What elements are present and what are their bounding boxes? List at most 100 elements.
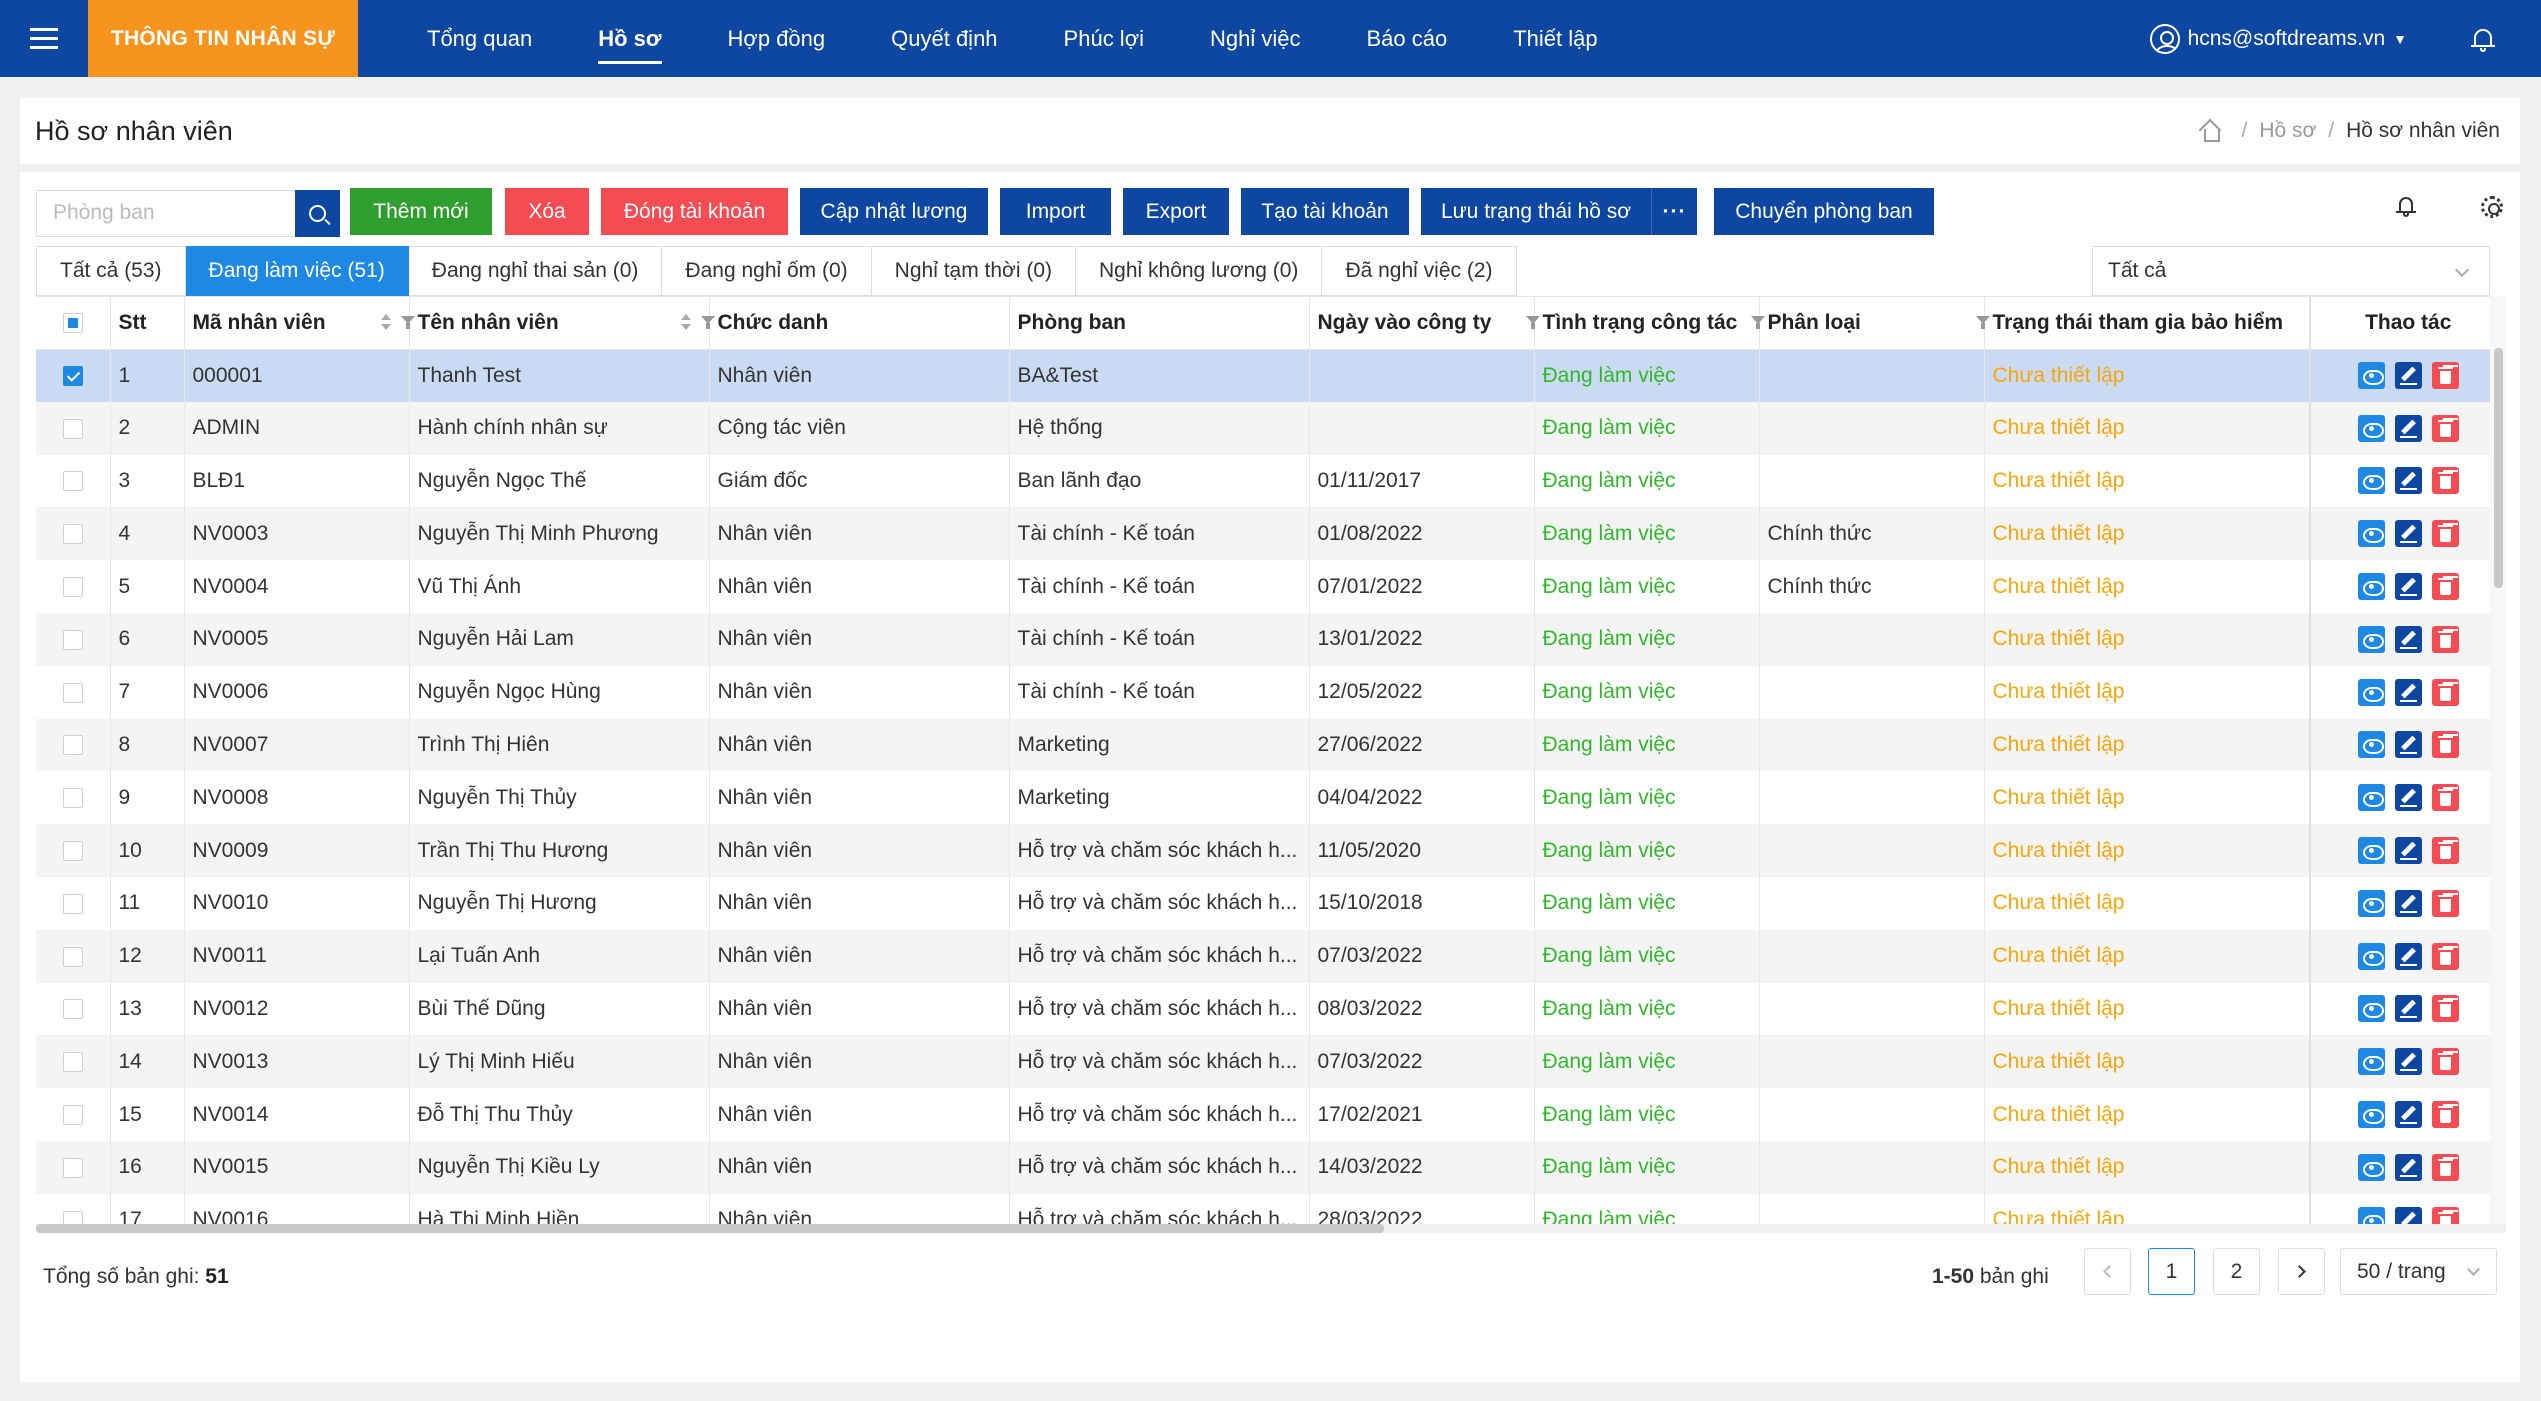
breadcrumb-profiles[interactable]: Hồ sơ <box>2259 119 2317 142</box>
edit-icon[interactable] <box>2394 1153 2422 1181</box>
sort-icon[interactable] <box>680 314 691 332</box>
nav-settings[interactable]: Thiết lập <box>1513 25 1598 51</box>
view-icon[interactable] <box>2357 731 2385 759</box>
bell-icon[interactable] <box>2471 26 2495 52</box>
prev-page-button[interactable] <box>2084 1248 2131 1295</box>
sort-icon[interactable] <box>380 314 391 332</box>
edit-icon[interactable] <box>2394 678 2422 706</box>
vertical-scroll-thumb[interactable] <box>2494 348 2503 588</box>
nav-overview[interactable]: Tổng quan <box>427 25 533 51</box>
select-all-checkbox[interactable] <box>62 313 83 334</box>
change-department-button[interactable]: Chuyển phòng ban <box>1714 188 1934 235</box>
view-icon[interactable] <box>2357 784 2385 812</box>
trash-icon[interactable] <box>2431 678 2459 706</box>
trash-icon[interactable] <box>2431 731 2459 759</box>
table-row[interactable]: 15 NV0014 Đỗ Thị Thu Thủy Nhân viên Hỗ trợ v… <box>36 1088 2506 1141</box>
filter-icon[interactable] <box>1750 316 1765 330</box>
view-icon[interactable] <box>2357 1101 2385 1129</box>
next-page-button[interactable] <box>2278 1248 2325 1295</box>
nav-decisions[interactable]: Quyết định <box>891 25 998 51</box>
tab-all[interactable]: Tất cả (53) <box>36 246 186 296</box>
table-row[interactable]: 1 000001 Thanh Test Nhân viên BA&Test Đang là… <box>36 349 2506 402</box>
tab-resigned[interactable]: Đã nghỉ việc (2) <box>1322 246 1517 296</box>
table-row[interactable]: 4 NV0003 Nguyễn Thị Minh Phương Nhân viên Tà… <box>36 507 2506 561</box>
close-account-button[interactable]: Đóng tài khoản <box>601 188 788 235</box>
status-filter-select[interactable]: Tất cả <box>2092 246 2490 296</box>
trash-icon[interactable] <box>2431 625 2459 653</box>
table-row[interactable]: 3 BLĐ1 Nguyễn Ngọc Thế Giám đốc Ban lãnh đạo… <box>36 454 2506 508</box>
row-checkbox[interactable] <box>62 788 83 809</box>
edit-icon[interactable] <box>2394 837 2422 865</box>
table-row[interactable]: 7 NV0006 Nguyễn Ngọc Hùng Nhân viên Tài chín… <box>36 665 2506 719</box>
tab-temporary-leave[interactable]: Nghỉ tạm thời (0) <box>871 246 1076 296</box>
tab-unpaid-leave[interactable]: Nghỉ không lương (0) <box>1076 246 1323 296</box>
col-employee-code[interactable]: Mã nhân viên <box>184 297 415 350</box>
view-icon[interactable] <box>2357 467 2385 495</box>
edit-icon[interactable] <box>2394 625 2422 653</box>
row-checkbox[interactable] <box>62 893 83 914</box>
col-join-date[interactable]: Ngày vào công ty <box>1309 297 1540 350</box>
view-icon[interactable] <box>2357 362 2385 390</box>
horizontal-scrollbar[interactable] <box>36 1224 2506 1233</box>
edit-icon[interactable] <box>2394 1101 2422 1129</box>
table-row[interactable]: 10 NV0009 Trần Thị Thu Hương Nhân viên Hỗ tr… <box>36 824 2506 877</box>
view-icon[interactable] <box>2357 942 2385 970</box>
view-icon[interactable] <box>2357 414 2385 442</box>
edit-icon[interactable] <box>2394 467 2422 495</box>
edit-icon[interactable] <box>2394 1048 2422 1076</box>
nav-contracts[interactable]: Hợp đồng <box>727 25 826 51</box>
page-size-select[interactable]: 50 / trang <box>2340 1248 2497 1295</box>
trash-icon[interactable] <box>2431 942 2459 970</box>
trash-icon[interactable] <box>2431 995 2459 1023</box>
edit-icon[interactable] <box>2394 942 2422 970</box>
col-category[interactable]: Phân loại <box>1759 297 1990 350</box>
trash-icon[interactable] <box>2431 520 2459 548</box>
view-icon[interactable] <box>2357 1048 2385 1076</box>
trash-icon[interactable] <box>2431 467 2459 495</box>
row-checkbox[interactable] <box>62 682 83 703</box>
search-button[interactable] <box>295 189 340 237</box>
view-icon[interactable] <box>2357 625 2385 653</box>
menu-icon[interactable] <box>0 0 88 77</box>
trash-icon[interactable] <box>2431 1153 2459 1181</box>
row-checkbox[interactable] <box>62 1157 83 1178</box>
view-icon[interactable] <box>2357 1153 2385 1181</box>
add-button[interactable]: Thêm mới <box>350 188 492 235</box>
table-row[interactable]: 5 NV0004 Vũ Thị Ánh Nhân viên Tài chính - Kế… <box>36 560 2506 613</box>
trash-icon[interactable] <box>2431 1048 2459 1076</box>
edit-icon[interactable] <box>2394 889 2422 917</box>
trash-icon[interactable] <box>2431 837 2459 865</box>
tab-working[interactable]: Đang làm việc (51) <box>185 246 409 296</box>
view-icon[interactable] <box>2357 837 2385 865</box>
trash-icon[interactable] <box>2431 573 2459 601</box>
create-account-button[interactable]: Tạo tài khoản <box>1241 188 1409 235</box>
filter-icon[interactable] <box>700 316 715 330</box>
table-row[interactable]: 11 NV0010 Nguyễn Thị Hương Nhân viên Hỗ trợ … <box>36 876 2506 930</box>
row-checkbox[interactable] <box>62 577 83 598</box>
table-row[interactable]: 16 NV0015 Nguyễn Thị Kiều Ly Nhân viên Hỗ tr… <box>36 1140 2506 1194</box>
horizontal-scroll-thumb[interactable] <box>36 1224 1384 1233</box>
trash-icon[interactable] <box>2431 362 2459 390</box>
row-checkbox[interactable] <box>62 735 83 756</box>
table-row[interactable]: 14 NV0013 Lý Thị Minh Hiếu Nhân viên Hỗ trợ … <box>36 1035 2506 1089</box>
filter-icon[interactable] <box>1525 316 1540 330</box>
row-checkbox[interactable] <box>62 366 83 387</box>
import-button[interactable]: Import <box>1000 188 1111 235</box>
edit-icon[interactable] <box>2394 784 2422 812</box>
home-icon[interactable] <box>2199 121 2221 142</box>
view-icon[interactable] <box>2357 889 2385 917</box>
table-row[interactable]: 9 NV0008 Nguyễn Thị Thủy Nhân viên Marketing… <box>36 771 2506 825</box>
nav-reports[interactable]: Báo cáo <box>1366 25 1448 51</box>
row-checkbox[interactable] <box>62 841 83 862</box>
tab-sick-leave[interactable]: Đang nghỉ ốm (0) <box>662 246 872 296</box>
user-menu[interactable]: hcns@softdreams.vn ▼ <box>2149 0 2407 77</box>
trash-icon[interactable] <box>2431 414 2459 442</box>
view-icon[interactable] <box>2357 573 2385 601</box>
update-salary-button[interactable]: Cập nhật lương <box>800 188 988 235</box>
module-brand[interactable]: THÔNG TIN NHÂN SỰ <box>88 0 358 77</box>
trash-icon[interactable] <box>2431 889 2459 917</box>
nav-profiles[interactable]: Hồ sơ <box>565 0 694 77</box>
nav-benefits[interactable]: Phúc lợi <box>1063 25 1145 51</box>
row-checkbox[interactable] <box>62 1052 83 1073</box>
page-1-button[interactable]: 1 <box>2148 1248 2195 1295</box>
